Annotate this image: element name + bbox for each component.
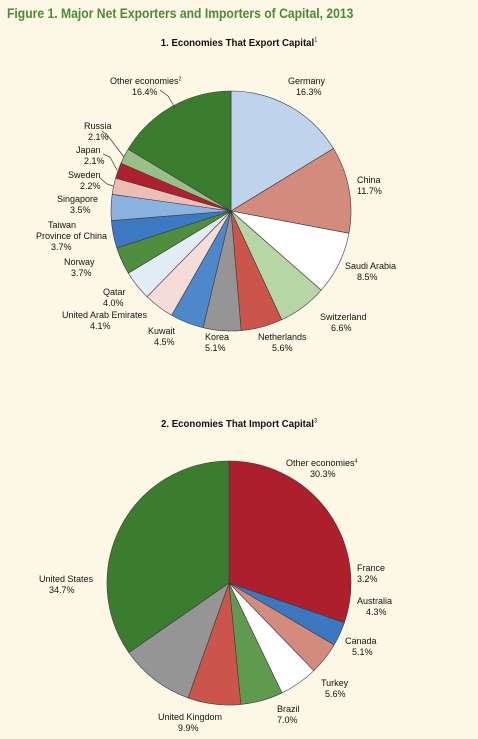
label-russia: Russia 2.1% — [84, 121, 112, 142]
slice-other-economies — [127, 90, 232, 212]
label-name: Australia — [357, 596, 392, 606]
label-united-kingdom: United Kingdom 9.9% — [158, 712, 222, 733]
label-norway: Norway 3.7% — [64, 257, 95, 278]
label-turkey: Turkey 5.6% — [321, 678, 349, 699]
label-value: 2.1% — [88, 132, 109, 142]
label-japan: Japan 2.1% — [76, 145, 105, 166]
leader-line — [101, 130, 125, 158]
label-saudi-arabia: Saudi Arabia 8.5% — [345, 261, 396, 282]
label-value: 2.1% — [84, 156, 105, 166]
label-value: 3.7% — [51, 242, 72, 252]
slice-other-economies — [228, 460, 352, 624]
label-name: Norway — [64, 257, 95, 267]
label-name: Kuwait — [148, 326, 176, 336]
label-name: United Kingdom — [158, 712, 222, 722]
label-value: 6.6% — [331, 323, 352, 333]
label-name: Germany — [288, 76, 326, 86]
label-value: 30.3% — [310, 469, 336, 479]
label-brazil: Brazil 7.0% — [277, 704, 300, 725]
label-value: 7.0% — [277, 715, 298, 725]
label-name: United Arab Emirates — [62, 310, 148, 320]
label-footnote: 4 — [355, 459, 358, 465]
panel-2-title: 2. Economies That Import Capital3 — [160, 418, 318, 430]
label-name: Singapore — [57, 194, 98, 204]
pie-1 — [110, 90, 352, 332]
label-value: 5.6% — [325, 689, 346, 699]
panel-1-title: 1. Economies That Export Capital1 — [160, 37, 318, 49]
label-name: Other economies — [286, 458, 355, 468]
label-name: Sweden — [68, 170, 101, 180]
label-value: 5.1% — [352, 647, 373, 657]
label-name: United States — [39, 574, 94, 584]
label-value: 5.1% — [205, 343, 226, 353]
label-korea: Korea 5.1% — [205, 332, 229, 353]
slice-germany — [230, 90, 334, 212]
label-name-line1: Taiwan — [48, 220, 76, 230]
label-germany: Germany 16.3% — [288, 76, 326, 97]
label-value: 3.2% — [357, 574, 378, 584]
label-china: China 11.7% — [357, 175, 382, 196]
label-value: 2.2% — [80, 181, 101, 191]
label-value: 4.5% — [154, 337, 175, 347]
label-name: Japan — [76, 145, 101, 155]
label-value: 4.1% — [90, 321, 111, 331]
label-value: 3.7% — [71, 268, 92, 278]
label-australia: Australia 4.3% — [357, 596, 392, 617]
label-value: 16.3% — [296, 87, 322, 97]
label-switzerland: Switzerland 6.6% — [320, 312, 367, 333]
label-name: Qatar — [103, 287, 126, 297]
label-netherlands: Netherlands 5.6% — [258, 332, 307, 353]
slice-china — [230, 148, 352, 234]
label-other-economies: Other economies4 30.3% — [286, 458, 358, 479]
label-united-arab-emirates: United Arab Emirates 4.1% — [62, 310, 148, 331]
label-value: 8.5% — [357, 272, 378, 282]
label-name: China — [357, 175, 381, 185]
label-canada: Canada 5.1% — [345, 636, 377, 657]
leader-line — [159, 89, 176, 109]
pie-2 — [106, 460, 352, 706]
label-other-economies: Other economies2 16.4% — [110, 76, 182, 97]
label-name: Switzerland — [320, 312, 367, 322]
label-name: Netherlands — [258, 332, 307, 342]
leader-line — [99, 177, 114, 187]
slice-united-states — [106, 460, 230, 654]
label-value: 16.4% — [132, 87, 158, 97]
label-value: 11.7% — [357, 186, 382, 196]
label-name-line2: Province of China — [36, 231, 107, 241]
label-name: Turkey — [321, 678, 349, 688]
label-taiwan-province-of-china: Taiwan Province of China 3.7% — [36, 220, 107, 252]
label-france: France 3.2% — [357, 563, 385, 584]
label-name: Korea — [205, 332, 229, 342]
leader-line — [102, 153, 118, 171]
label-value: 4.0% — [103, 298, 124, 308]
label-value: 9.9% — [178, 723, 199, 733]
label-value: 5.6% — [272, 343, 293, 353]
label-name: Canada — [345, 636, 377, 646]
slice-united-kingdom — [128, 582, 230, 699]
label-name: Brazil — [277, 704, 300, 714]
label-footnote: 2 — [179, 77, 182, 83]
label-name: Saudi Arabia — [345, 261, 396, 271]
label-value: 4.3% — [366, 607, 387, 617]
figure-title: Figure 1. Major Net Exporters and Import… — [7, 6, 354, 21]
label-name: Other economies — [110, 76, 179, 86]
label-singapore: Singapore 3.5% — [57, 194, 98, 215]
label-value: 3.5% — [70, 205, 91, 215]
label-kuwait: Kuwait 4.5% — [148, 326, 176, 347]
label-value: 34.7% — [49, 585, 75, 595]
label-name: Russia — [84, 121, 112, 131]
label-united-states: United States 34.7% — [39, 574, 94, 595]
label-qatar: Qatar 4.0% — [103, 287, 126, 308]
label-name: France — [357, 563, 385, 573]
label-sweden: Sweden 2.2% — [68, 170, 101, 191]
